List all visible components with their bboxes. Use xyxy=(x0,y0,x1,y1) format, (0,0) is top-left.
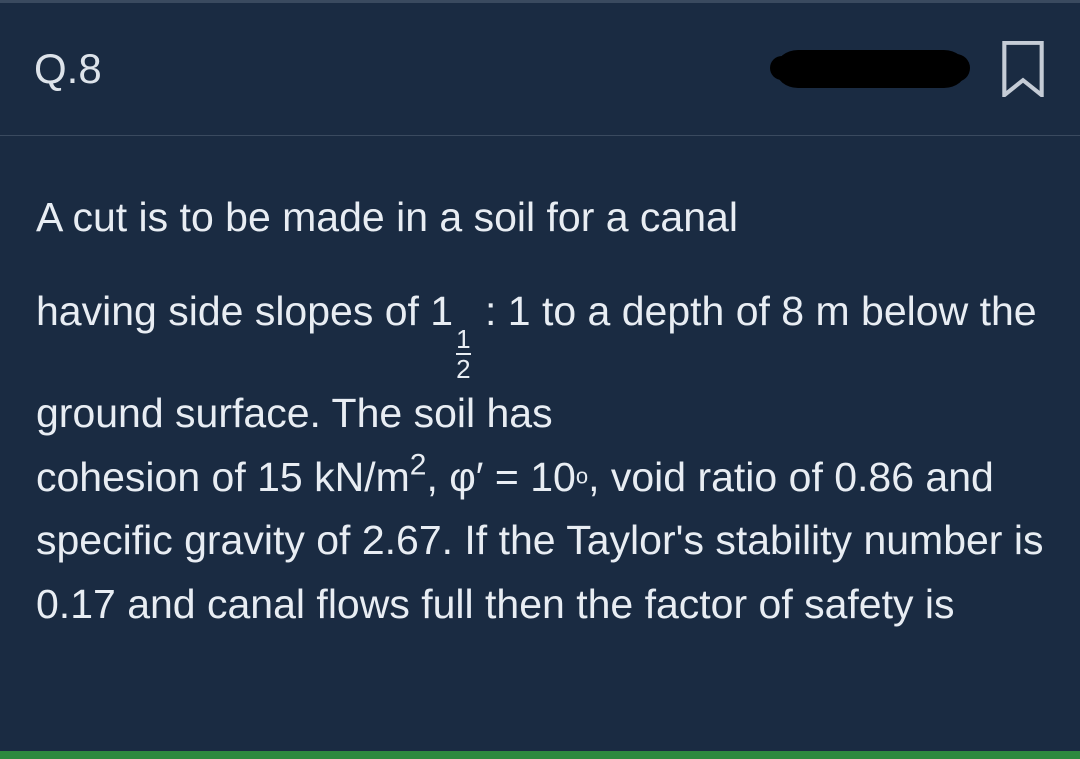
question-text-block2: having side slopes of 112 : 1 to a depth… xyxy=(36,280,1044,637)
question-text-line1: A cut is to be made in a soil for a cana… xyxy=(36,186,1044,250)
progress-bar xyxy=(0,751,1080,759)
bookmark-icon xyxy=(1000,41,1046,97)
fraction-denominator: 2 xyxy=(456,355,470,382)
fraction-slope: 12 xyxy=(456,326,470,382)
text-fragment: flows full then the factor of safety is xyxy=(316,581,954,627)
fraction-numerator: 1 xyxy=(456,326,470,355)
text-fragment: , void ratio xyxy=(588,454,777,500)
question-header: Q.8 xyxy=(0,0,1080,136)
redacted-mark xyxy=(776,50,966,88)
degree-symbol: o xyxy=(576,463,588,488)
text-fragment: cohesion of 15 kN/m xyxy=(36,454,410,500)
header-actions xyxy=(776,41,1046,97)
bookmark-button[interactable] xyxy=(1000,41,1046,97)
question-number: Q.8 xyxy=(34,45,102,93)
superscript-square: 2 xyxy=(410,448,427,481)
question-body: A cut is to be made in a soil for a cana… xyxy=(0,136,1080,637)
text-fragment: : 1 to a depth of 8 xyxy=(474,288,805,334)
text-fragment: , φ′ = 10 xyxy=(426,454,575,500)
text-fragment: having side slopes of 1 xyxy=(36,288,453,334)
